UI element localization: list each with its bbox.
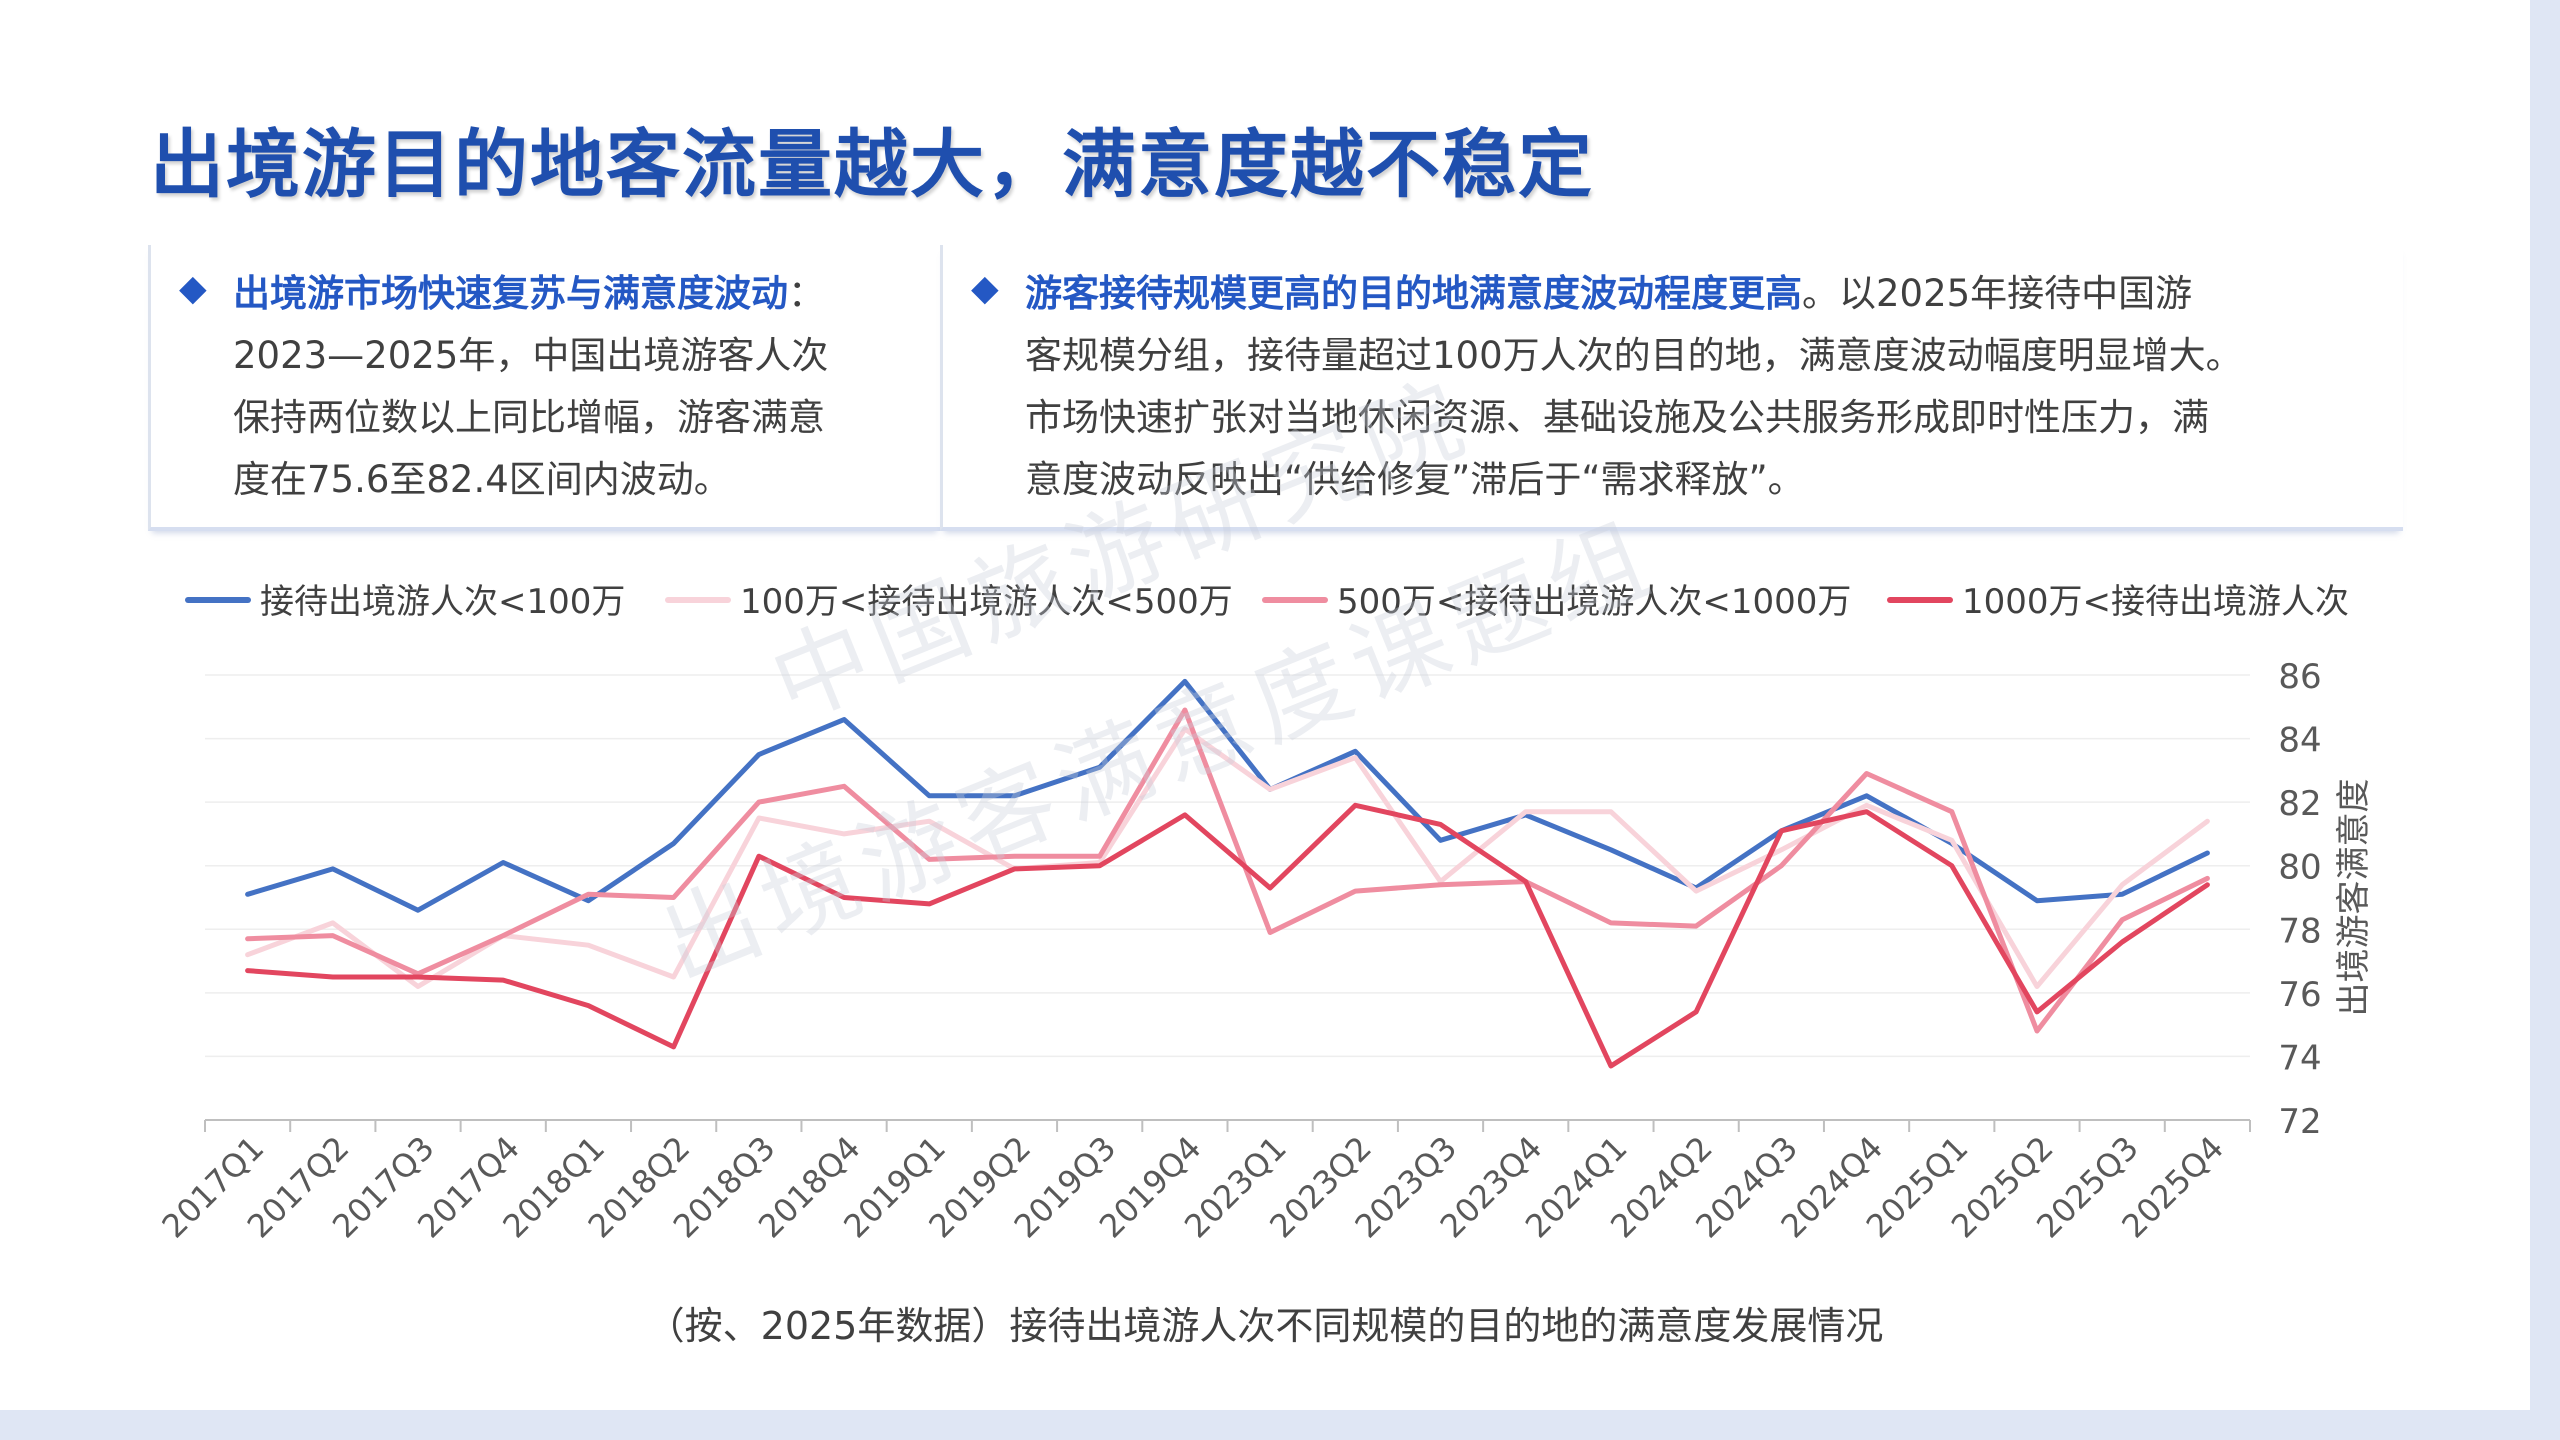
panel-right-text: 游客接待规模更高的目的地满意度波动程度更高。以2025年接待中国游 客规模分组，…: [1025, 263, 2393, 511]
diamond-icon: ◆: [971, 268, 999, 309]
y-tick-label: 86: [2278, 657, 2321, 697]
series-line-4: [245, 802, 2210, 1069]
y-tick-label: 78: [2278, 911, 2321, 951]
series-line-3: [245, 707, 2210, 1034]
panel-left-heading: 出境游市场快速复苏与满意度波动: [233, 272, 788, 315]
legend-label-4: 1000万<接待出境游人次: [1962, 582, 2349, 622]
line-chart: 72747678808284862017Q12017Q22017Q32017Q4…: [155, 582, 2374, 1245]
page-title: 出境游目的地客流量越大，满意度越不稳定: [150, 122, 1594, 208]
chart-caption: （按、2025年数据）接待出境游人次不同规模的目的地的满意度发展情况: [646, 1304, 1884, 1348]
legend-label-1: 接待出境游人次<100万: [260, 582, 625, 622]
panel-left-body: ： 2023—2025年，中国出境游客人次 保持两位数以上同比增幅，游客满意 度…: [233, 272, 829, 501]
summary-panel-right: ◆ 游客接待规模更高的目的地满意度波动程度更高。以2025年接待中国游 客规模分…: [940, 245, 2403, 531]
slide: 出境游目的地客流量越大，满意度越不稳定 ◆ 出境游市场快速复苏与满意度波动： 2…: [0, 0, 2530, 1410]
panel-right-body: 。以2025年接待中国游 客规模分组，接待量超过100万人次的目的地，满意度波动…: [1025, 272, 2243, 501]
y-tick-label: 72: [2278, 1102, 2321, 1142]
y-axis-title: 出境游客满意度: [2334, 779, 2374, 1017]
diamond-icon: ◆: [179, 268, 207, 309]
panel-left-text: 出境游市场快速复苏与满意度波动： 2023—2025年，中国出境游客人次 保持两…: [233, 263, 927, 511]
y-tick-label: 84: [2278, 721, 2321, 761]
legend-label-2: 100万<接待出境游人次<500万: [740, 582, 1233, 622]
summary-panel-left: ◆ 出境游市场快速复苏与满意度波动： 2023—2025年，中国出境游客人次 保…: [148, 245, 941, 531]
series-line-1: [245, 678, 2210, 913]
legend-label-3: 500万<接待出境游人次<1000万: [1337, 582, 1851, 622]
y-tick-label: 80: [2278, 848, 2321, 888]
y-tick-label: 74: [2278, 1038, 2321, 1078]
series-line-2: [245, 726, 2210, 989]
y-tick-label: 82: [2278, 784, 2321, 824]
y-tick-label: 76: [2278, 975, 2321, 1015]
panel-right-heading: 游客接待规模更高的目的地满意度波动程度更高: [1025, 272, 1802, 315]
